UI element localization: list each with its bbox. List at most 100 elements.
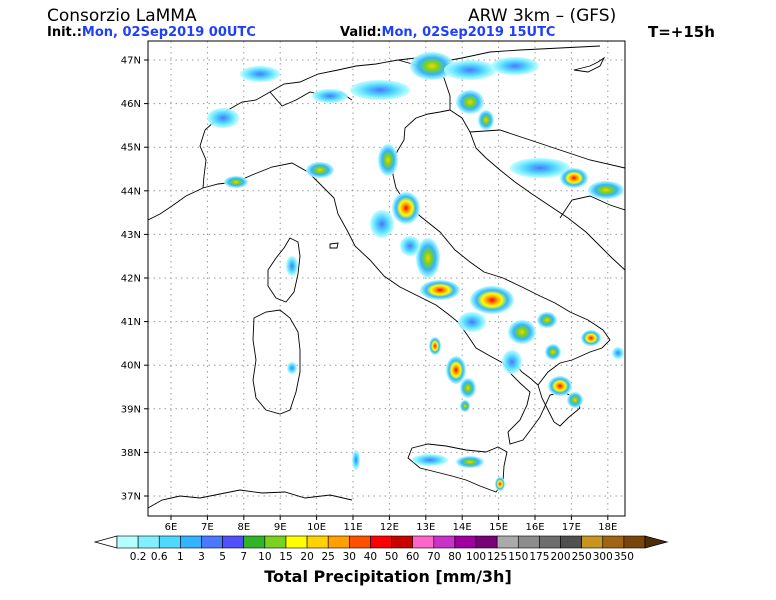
longitude-labels: 6E 7E 8E 9E 10E 11E 12E 13E 14E 15E 16E 17E 18E xyxy=(165,516,617,533)
lon-label: 18E xyxy=(598,522,617,533)
colorbar-label: 350 xyxy=(614,551,634,563)
colorbar-label: 20 xyxy=(300,551,313,563)
lon-label: 10E xyxy=(307,522,326,533)
colorbar-swatch xyxy=(412,535,435,549)
colorbar-swatch xyxy=(433,535,456,549)
colorbar-label: 250 xyxy=(572,551,592,563)
colorbar-swatch xyxy=(222,535,245,549)
lon-label: 15E xyxy=(489,522,508,533)
colorbar-swatch xyxy=(180,535,202,549)
init-time: Init.:Mon, 02Sep2019 00UTC xyxy=(47,25,256,40)
elba-island xyxy=(329,242,339,249)
colorbar-swatch xyxy=(327,535,350,549)
colorbar-title: Total Precipitation [mm/3h] xyxy=(264,567,512,586)
colorbar-swatch xyxy=(454,535,477,549)
colorbar-swatch xyxy=(116,535,139,549)
alps-north-band xyxy=(207,52,539,130)
colorbar-swatch xyxy=(602,535,625,549)
colorbar-swatch xyxy=(370,535,392,549)
lon-label: 16E xyxy=(525,522,544,533)
org-title: Consorzio LaMMA xyxy=(47,6,197,26)
colorbar-label: 125 xyxy=(487,551,507,563)
colorbar-label: 50 xyxy=(385,551,398,563)
init-value: Mon, 02Sep2019 00UTC xyxy=(81,25,256,40)
lat-label: 45N xyxy=(121,143,141,154)
colorbar-label: 7 xyxy=(240,551,247,563)
lat-label: 39N xyxy=(121,404,141,415)
colorbar-swatch xyxy=(475,535,498,549)
lat-label: 43N xyxy=(121,230,141,241)
colorbar-swatch xyxy=(158,535,181,549)
colorbar-swatch xyxy=(264,535,287,549)
colorbar-label: 80 xyxy=(448,551,461,563)
france-coast xyxy=(148,187,204,221)
colorbar-label: 150 xyxy=(508,551,528,563)
colorbar-swatch xyxy=(391,535,413,549)
colorbar-label: 30 xyxy=(343,551,356,563)
colorbar-swatch xyxy=(349,535,371,549)
colorbar-swatch xyxy=(581,535,604,549)
lon-label: 6E xyxy=(165,522,178,533)
precipitation-field xyxy=(207,52,624,491)
colorbar-swatch xyxy=(243,535,266,549)
colorbar-swatch xyxy=(306,535,329,549)
colorbar-label: 0.2 xyxy=(130,551,147,563)
colorbar-label: 1 xyxy=(177,551,184,563)
init-label: Init.: xyxy=(47,25,82,40)
valid-time: Valid:Mon, 02Sep2019 15UTC xyxy=(340,25,555,40)
lon-label: 14E xyxy=(453,522,472,533)
model-title: ARW 3km – (GFS) xyxy=(468,6,617,26)
colorbar-max-arrow xyxy=(644,535,669,549)
lon-label: 8E xyxy=(237,522,250,533)
colorbar-label: 200 xyxy=(550,551,570,563)
lat-label: 41N xyxy=(121,317,141,328)
lon-label: 13E xyxy=(416,522,435,533)
lat-label: 40N xyxy=(121,361,141,372)
lon-label: 7E xyxy=(201,522,214,533)
colorbar-label: 300 xyxy=(593,551,613,563)
colorbar-swatch xyxy=(285,535,308,549)
lat-lon-grid xyxy=(148,41,625,516)
croatia-band xyxy=(510,158,624,199)
latitude-labels: 47N 46N 45N 44N 43N 42N 41N 40N 39N 38N 37N xyxy=(121,56,148,503)
lat-label: 37N xyxy=(121,492,141,503)
apennines-band xyxy=(224,144,624,374)
lon-label: 17E xyxy=(562,522,581,533)
lon-label: 12E xyxy=(380,522,399,533)
lon-label: 11E xyxy=(343,522,362,533)
lat-label: 47N xyxy=(121,56,141,67)
lat-label: 42N xyxy=(121,274,141,285)
colorbar-swatch xyxy=(623,535,646,549)
bosnia-border xyxy=(559,195,625,219)
calabria-sicily-cells xyxy=(412,376,583,491)
colorbar-label: 100 xyxy=(466,551,486,563)
colorbar-swatch xyxy=(201,535,223,549)
colorbar-swatch xyxy=(496,535,519,549)
colorbar-label: 40 xyxy=(364,551,377,563)
italy-adriatic-coast xyxy=(392,109,611,413)
lon-label: 9E xyxy=(274,522,287,533)
lat-label: 38N xyxy=(121,448,141,459)
france-italy-border xyxy=(199,129,207,189)
italy-peninsula-coast xyxy=(202,162,581,445)
colorbar-swatch xyxy=(539,535,561,549)
colorbar-label: 3 xyxy=(198,551,205,563)
colorbar-swatch xyxy=(560,535,582,549)
colorbar-label: 60 xyxy=(406,551,419,563)
colorbar: 0.2 0.6 1 3 5 7 10 15 20 25 30 40 50 60 70 80 100 125 150 1… xyxy=(93,535,669,563)
balkan-border xyxy=(469,129,625,169)
sardinia-coast xyxy=(252,309,301,415)
colorbar-label: 5 xyxy=(219,551,226,563)
balkan-coast xyxy=(449,109,625,271)
valid-label: Valid: xyxy=(340,25,382,40)
lat-label: 46N xyxy=(121,99,141,110)
colorbar-label: 10 xyxy=(258,551,271,563)
map-content xyxy=(148,41,625,516)
colorbar-label: 70 xyxy=(427,551,440,563)
colorbar-label: 15 xyxy=(279,551,292,563)
colorbar-label: 0.6 xyxy=(151,551,168,563)
tyrrhenian-cells xyxy=(286,256,476,470)
colorbar-swatch xyxy=(137,535,160,549)
colorbar-label: 25 xyxy=(322,551,335,563)
